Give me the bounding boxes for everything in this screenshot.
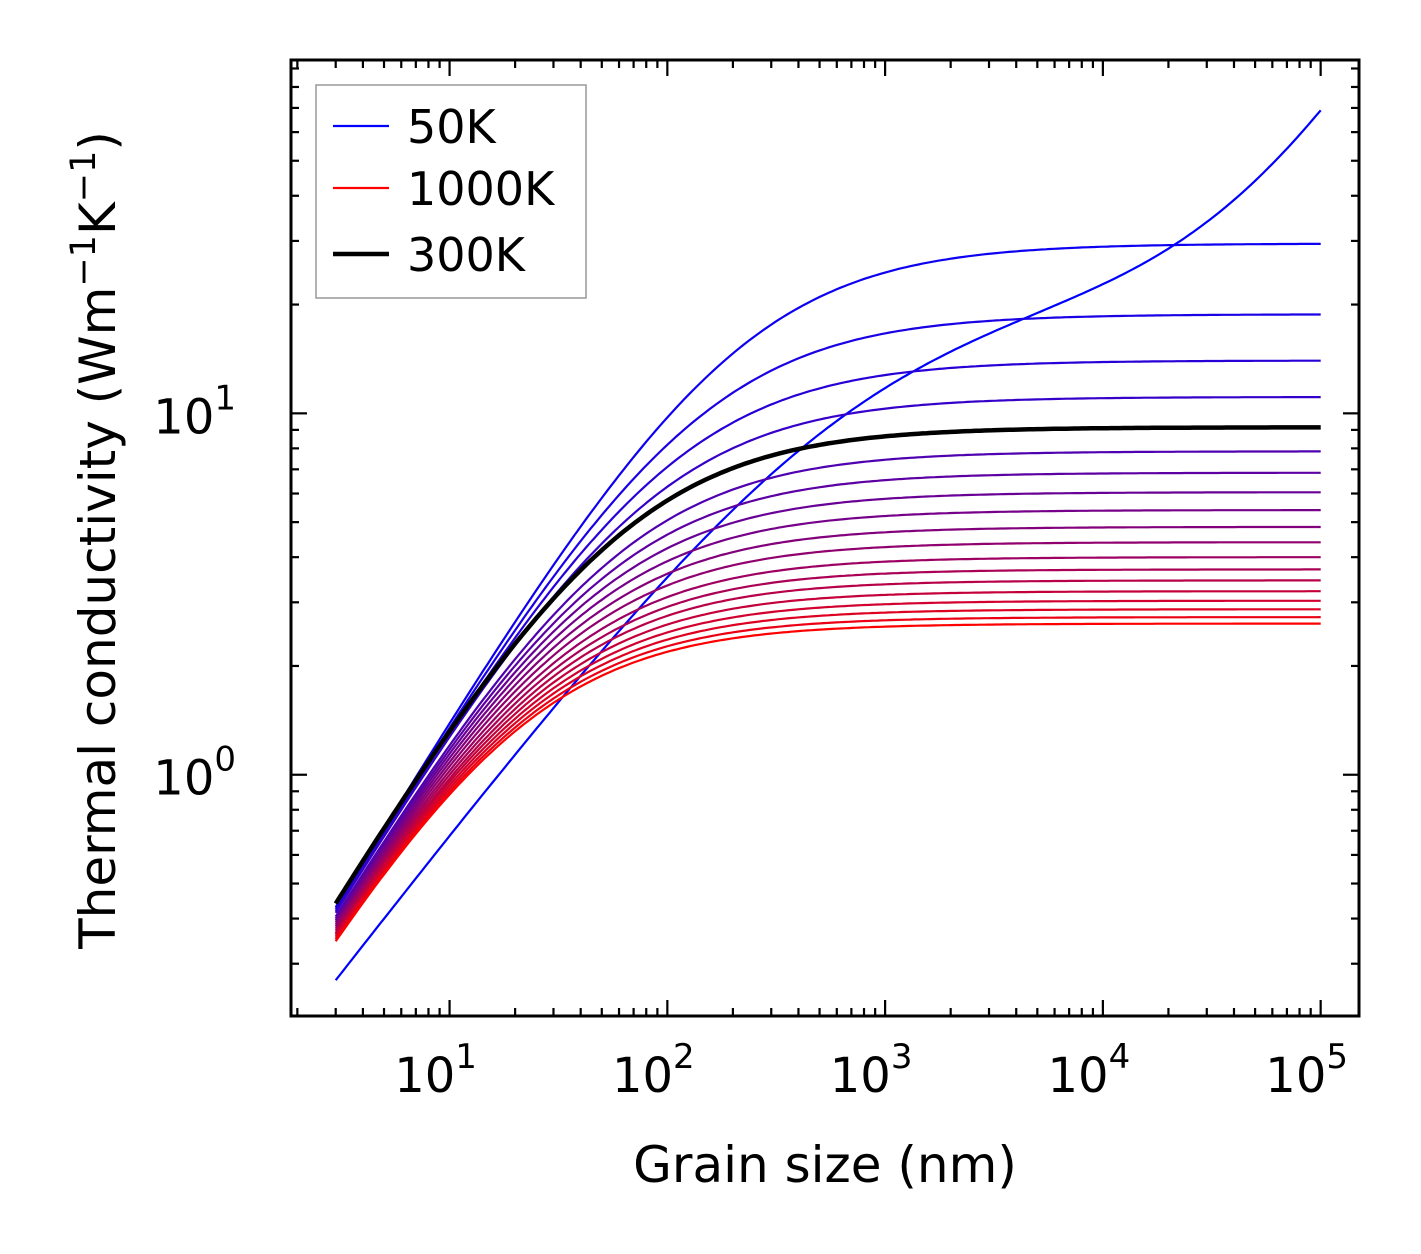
major-ticks bbox=[291, 60, 1359, 1016]
y-axis-label-mid: K bbox=[69, 201, 127, 235]
series-line-300k bbox=[333, 425, 1321, 905]
legend-label-1000k: 1000K bbox=[407, 162, 556, 216]
series-line-900k bbox=[334, 608, 1321, 939]
y-tick-label: 101 bbox=[153, 378, 236, 445]
y-axis-label-main: Thermal conductivity (Wm bbox=[69, 287, 127, 950]
series-line-650k bbox=[334, 556, 1321, 930]
series-line-350k bbox=[334, 450, 1321, 918]
series-line-850k bbox=[334, 599, 1321, 937]
series-line-1000k bbox=[334, 622, 1321, 942]
y-axis-label: Thermal conductivity (Wm−1K−1) bbox=[64, 131, 127, 950]
x-tick-label: 102 bbox=[612, 1037, 695, 1104]
series-line-200k bbox=[334, 359, 1321, 912]
series-line-500k bbox=[334, 509, 1321, 924]
series-line-150k bbox=[334, 313, 1321, 910]
series-line-750k bbox=[334, 579, 1321, 934]
y-axis-label-exp2: −1 bbox=[64, 151, 104, 203]
series-line-950k bbox=[334, 616, 1321, 941]
series-line-600k bbox=[334, 541, 1321, 928]
plot-frame bbox=[289, 58, 1361, 1018]
y-tick-labels: 100 101 bbox=[153, 378, 236, 806]
series-line-450k bbox=[334, 491, 1321, 922]
series-line-800k bbox=[334, 590, 1321, 935]
x-tick-label: 103 bbox=[830, 1037, 913, 1104]
legend: 50K 1000K 300K bbox=[315, 84, 587, 299]
legend-frame bbox=[315, 84, 587, 299]
x-tick-label: 101 bbox=[394, 1037, 477, 1104]
series-line-550k bbox=[334, 525, 1321, 926]
legend-label-50k: 50K bbox=[407, 100, 498, 154]
y-axis-label-exp1: −1 bbox=[64, 235, 104, 287]
x-axis-label: Grain size (nm) bbox=[633, 1136, 1017, 1194]
x-tick-label: 104 bbox=[1048, 1037, 1131, 1104]
y-tick-label: 100 bbox=[153, 740, 236, 807]
series-line-700k bbox=[334, 568, 1321, 932]
series-line-400k bbox=[334, 471, 1321, 920]
x-tick-label: 105 bbox=[1265, 1037, 1348, 1104]
y-axis-label-end: ) bbox=[69, 131, 127, 151]
series-line-100k bbox=[334, 242, 1321, 908]
legend-label-300k: 300K bbox=[407, 228, 527, 282]
series-layer bbox=[333, 109, 1322, 981]
x-tick-labels: 101 102 103 104 105 bbox=[394, 1037, 1348, 1104]
series-line-250k bbox=[334, 396, 1321, 914]
series-line-50k bbox=[334, 109, 1322, 981]
